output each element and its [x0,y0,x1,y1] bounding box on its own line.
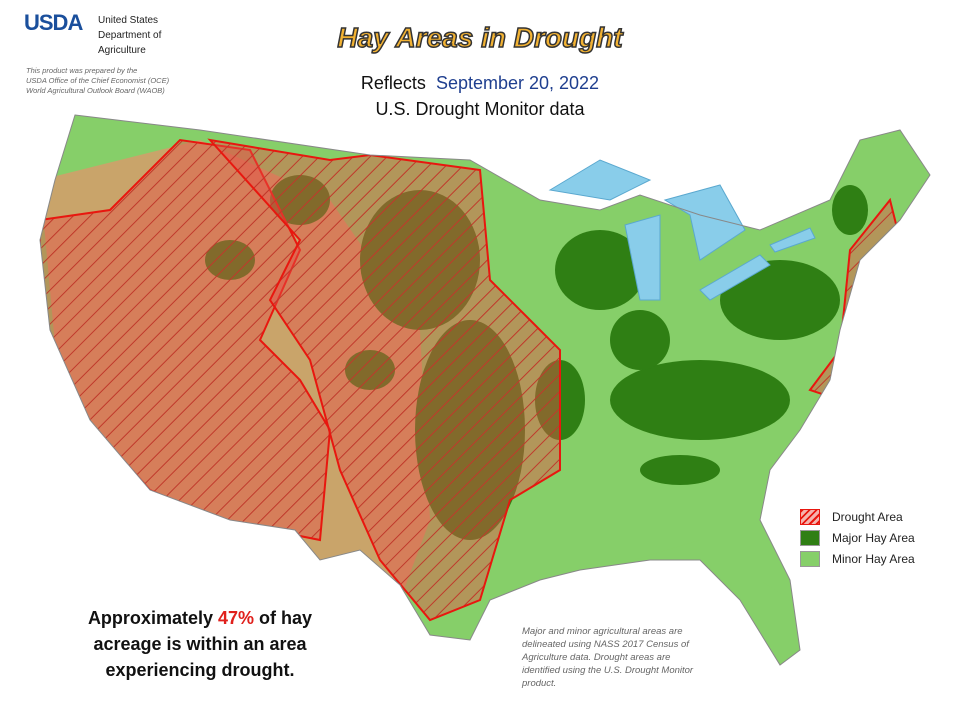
statement: Approximately 47% of hay acreage is with… [50,605,350,683]
subtitle: Reflects September 20, 2022 U.S. Drought… [0,70,960,122]
great-lakes [548,159,816,301]
legend-label: Minor Hay Area [832,551,915,566]
statement-text: Approximately [87,608,213,628]
note-line: delineated using NASS 2017 Census of [522,639,689,650]
credit-line: This product was prepared by the [26,66,138,75]
statement-text: of hay [259,608,313,628]
subtitle-prefix: Reflects [360,73,426,93]
statement-percent: 47% [218,608,255,628]
note: Major and minor agricultural areas are d… [522,625,693,690]
legend: Drought Area Major Hay Area Minor Hay Ar… [800,506,915,569]
note-line: product. [522,678,557,689]
subtitle-date: September 20, 2022 [435,73,600,93]
agency-line: Agriculture [98,45,146,56]
agency-name: United States Department of Agriculture [98,13,161,58]
legend-label: Major Hay Area [832,530,915,545]
credit-line: USDA Office of the Chief Economist (OCE) [26,76,170,85]
credit: This product was prepared by the USDA Of… [26,66,169,96]
note-line: identified using the U.S. Drought Monito… [522,665,694,676]
note-line: Major and minor agricultural areas are [522,626,683,637]
title: Hay Areas in Drought [337,21,624,54]
agency-line: United States [98,15,159,26]
subtitle-line: U.S. Drought Monitor data [375,99,585,119]
credit-line: World Agricultural Outlook Board (WAOB) [26,86,165,95]
note-line: Agriculture data. Drought areas are [522,652,671,663]
statement-text: acreage is within an area [93,634,307,654]
agency-logo: USDA [24,10,83,35]
legend-label: Drought Area [832,509,903,524]
statement-text: experiencing drought. [105,660,295,680]
agency-line: Department of [98,30,162,41]
